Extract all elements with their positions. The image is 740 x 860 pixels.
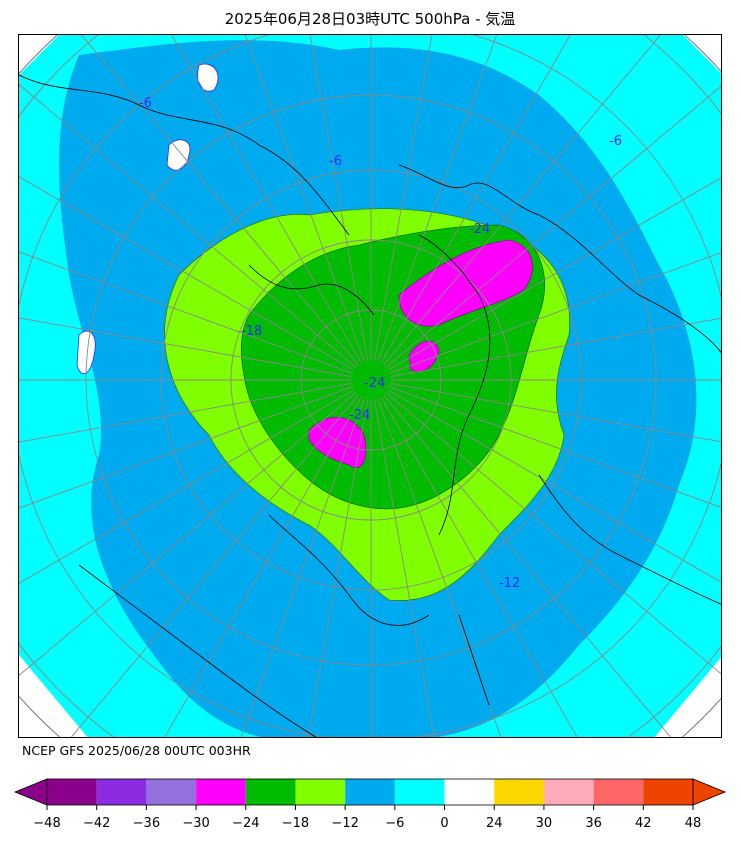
colorbar-cell	[643, 779, 693, 805]
meridian-line	[390, 383, 721, 443]
colorbar-tick-label: −18	[282, 816, 309, 831]
colorbar-tick-label: −30	[182, 816, 209, 831]
white-region	[197, 63, 219, 92]
meridian-line	[383, 35, 662, 365]
colorbar-extend-low	[13, 778, 48, 806]
meridian-line	[307, 399, 368, 737]
meridian-line	[19, 392, 356, 676]
meridian-line	[390, 317, 721, 377]
colorbar-cell	[245, 779, 296, 805]
meridian-line	[19, 84, 356, 368]
contour-label: -18	[241, 324, 262, 339]
meridian-line	[164, 397, 362, 737]
contour-label: -12	[499, 576, 520, 591]
meridian-line	[386, 85, 721, 368]
band-minus30-minus24-a	[398, 239, 533, 327]
colorbar-cell	[394, 779, 445, 805]
colorbar-cell	[196, 779, 246, 805]
outside-globe	[683, 35, 721, 73]
colorbar-tick-label: 0	[440, 816, 448, 831]
meridian-line	[380, 35, 571, 363]
colorbar-cells	[13, 778, 727, 806]
colorbar-tick-label: −42	[83, 816, 110, 831]
colorbar-tick-label: −24	[232, 816, 259, 831]
colorbar-cell	[494, 779, 544, 805]
contour-label: -6	[609, 134, 622, 149]
colorbar-cell	[47, 779, 97, 805]
meridian-line	[80, 35, 359, 365]
meridian-line	[377, 398, 502, 737]
colorbar-outline	[46, 778, 694, 806]
model-run-label: NCEP GFS 2025/06/28 00UTC 003HR	[22, 743, 251, 758]
colorbar-cell	[593, 779, 644, 805]
colorbar-tick-label: −36	[133, 816, 160, 831]
meridian-line	[171, 35, 362, 363]
outside-globe	[19, 655, 88, 737]
meridian-line	[380, 397, 578, 737]
meridian-line	[383, 395, 672, 737]
meridian-line	[244, 35, 365, 362]
colorbar-cell	[345, 779, 395, 805]
meridian-line	[19, 389, 354, 584]
contour-label: -6	[329, 154, 342, 169]
meridian-line	[374, 35, 433, 361]
colorbar-tick-label: 48	[685, 816, 702, 831]
map-panel: -24 -24 -24 -18 -12 -6 -6 -6	[18, 34, 722, 738]
polar-temperature-map: -24 -24 -24 -18 -12 -6 -6 -6	[19, 35, 721, 737]
meridian-line	[389, 386, 721, 508]
contour-label: -6	[139, 96, 152, 111]
white-region	[76, 330, 96, 375]
colorbar-tick-label: −48	[33, 816, 60, 831]
white-region	[166, 139, 191, 171]
contour-label: -24	[469, 222, 490, 237]
colorbar-cell	[146, 779, 197, 805]
colorbar-tick-label: 36	[585, 816, 602, 831]
colorbar-tick-label: −12	[331, 816, 358, 831]
colorbar-cell	[444, 779, 495, 805]
meridian-line	[19, 386, 353, 509]
colorbar-extend-high	[692, 778, 727, 806]
colorbar-tick-label: 42	[635, 816, 652, 831]
meridian-line	[70, 395, 359, 737]
colorbar-cell	[543, 779, 594, 805]
colorbar: −48 −42 −36 −30 −24 −18 −12 −6 0 24 30 36 42 48	[13, 778, 727, 831]
colorbar-cell	[295, 779, 346, 805]
meridians	[19, 35, 721, 737]
meridian-line	[388, 389, 721, 583]
meridian-line	[377, 35, 498, 362]
colorbar-cell	[96, 779, 147, 805]
map-title: 2025年06月28日03時UTC 500hPa - 気温	[224, 10, 516, 28]
colorbar-ticks: −48 −42 −36 −30 −24 −18 −12 −6 0 24 30 36 42 48	[33, 805, 701, 831]
outside-globe	[654, 657, 721, 737]
outside-globe	[19, 35, 59, 75]
colorbar-tick-label: −6	[385, 816, 404, 831]
meridian-line	[386, 392, 721, 675]
meridian-line	[389, 252, 721, 374]
meridian-line	[19, 383, 352, 443]
colorbar-tick-label: 30	[536, 816, 553, 831]
contour-label: -24	[364, 376, 385, 391]
meridian-line	[19, 176, 354, 371]
contour-label: -24	[349, 408, 370, 423]
meridian-line	[309, 35, 368, 361]
colorbar-tick-label: 24	[486, 816, 503, 831]
meridian-line	[388, 177, 721, 371]
meridian-line	[240, 398, 365, 737]
meridian-line	[19, 251, 353, 374]
coastlines	[19, 74, 721, 737]
meridian-line	[374, 399, 435, 737]
meridian-line	[19, 317, 352, 377]
